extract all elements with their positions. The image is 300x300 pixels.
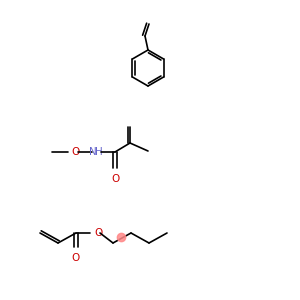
Text: O: O [94,228,102,238]
Text: O: O [72,253,80,263]
Text: H: H [95,147,103,157]
Text: O: O [111,174,119,184]
Text: O: O [71,147,79,157]
Text: N: N [89,147,97,157]
